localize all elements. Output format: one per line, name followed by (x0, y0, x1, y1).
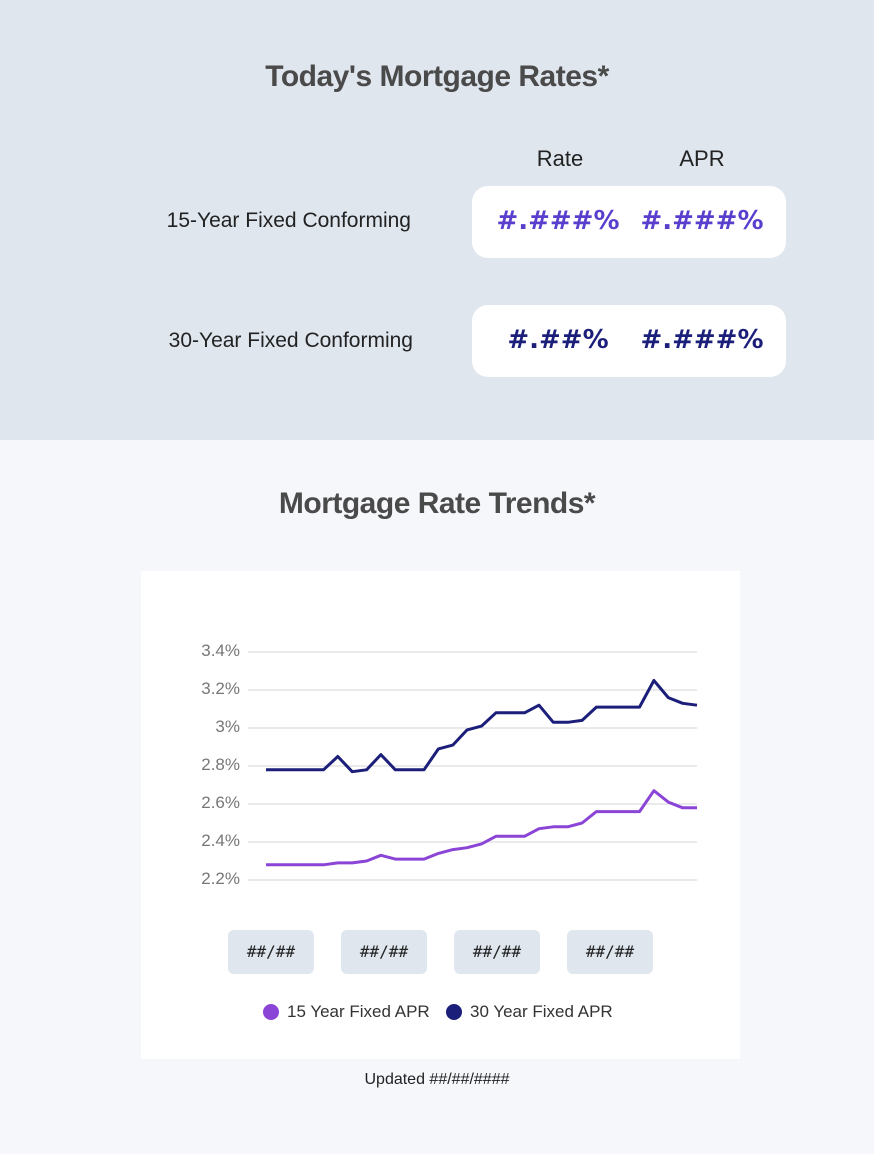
date-label: ##/## (341, 930, 427, 974)
row-label-15yr: 15-Year Fixed Conforming (166, 209, 411, 232)
y-tick-label: 2.8% (201, 755, 240, 774)
date-label: ##/## (454, 930, 540, 974)
row-label-30yr: 30-Year Fixed Conforming (168, 329, 413, 352)
y-tick-label: 2.2% (201, 869, 240, 888)
rate-30yr: #.##% (507, 325, 609, 355)
y-tick-label: 3.2% (201, 679, 240, 698)
legend-item-15yr[interactable]: 15 Year Fixed APR (263, 1002, 430, 1022)
y-tick-label: 2.4% (201, 831, 240, 850)
legend-label-15yr: 15 Year Fixed APR (287, 1002, 430, 1021)
y-tick-label: 2.6% (201, 793, 240, 812)
apr-30yr: #.###% (640, 325, 764, 355)
legend-label-30yr: 30 Year Fixed APR (470, 1002, 613, 1021)
apr-15yr: #.###% (640, 206, 764, 236)
rate-box-30yr: #.##% #.###% (472, 305, 786, 377)
rates-title: Today's Mortgage Rates* (265, 60, 609, 93)
legend-dot-30yr-icon (446, 1004, 462, 1020)
rate-15yr: #.###% (496, 206, 620, 236)
legend-item-30yr[interactable]: 30 Year Fixed APR (446, 1002, 613, 1022)
updated-date: Updated ##/##/#### (364, 1071, 510, 1088)
rate-column-header: Rate (536, 146, 584, 171)
date-label: ##/## (567, 930, 653, 974)
y-tick-label: 3% (215, 717, 240, 736)
date-label: ##/## (228, 930, 314, 974)
y-tick-label: 3.4% (201, 641, 240, 660)
legend-dot-15yr-icon (263, 1004, 279, 1020)
rate-box-15yr: #.###% #.###% (472, 186, 786, 258)
trends-title: Mortgage Rate Trends* (278, 487, 596, 520)
apr-column-header: APR (679, 146, 725, 171)
